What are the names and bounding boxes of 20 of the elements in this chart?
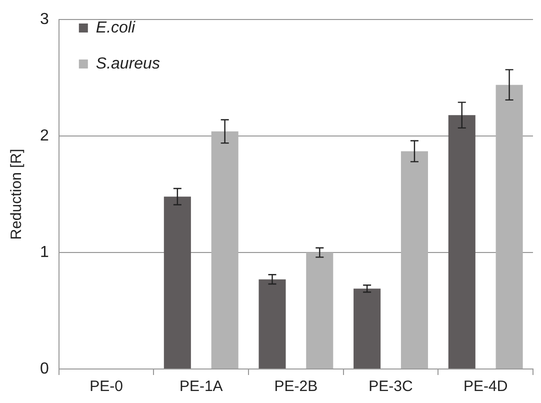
- y-tick-label: 0: [40, 360, 49, 378]
- x-tick-label: PE-4D: [463, 378, 508, 396]
- bar: [164, 196, 191, 368]
- legend-label: S.aureus: [96, 55, 160, 72]
- y-tick-label: 1: [40, 244, 49, 261]
- bar: [306, 252, 334, 368]
- bar: [400, 151, 428, 368]
- bar: [354, 288, 381, 368]
- x-tick-label: PE-1A: [179, 378, 223, 396]
- y-tick-label: 3: [40, 11, 49, 28]
- legend-label: E.coli: [96, 19, 136, 36]
- x-tick-label: PE-0: [90, 378, 123, 396]
- bar: [496, 84, 523, 368]
- x-tick-label: PE-2B: [274, 378, 318, 396]
- bar: [258, 279, 286, 368]
- bar: [211, 131, 238, 368]
- bar: [448, 115, 476, 368]
- x-tick-label: PE-3C: [368, 378, 414, 396]
- y-axis-title: Reduction [R]: [8, 148, 26, 240]
- y-tick-label: 2: [40, 127, 49, 144]
